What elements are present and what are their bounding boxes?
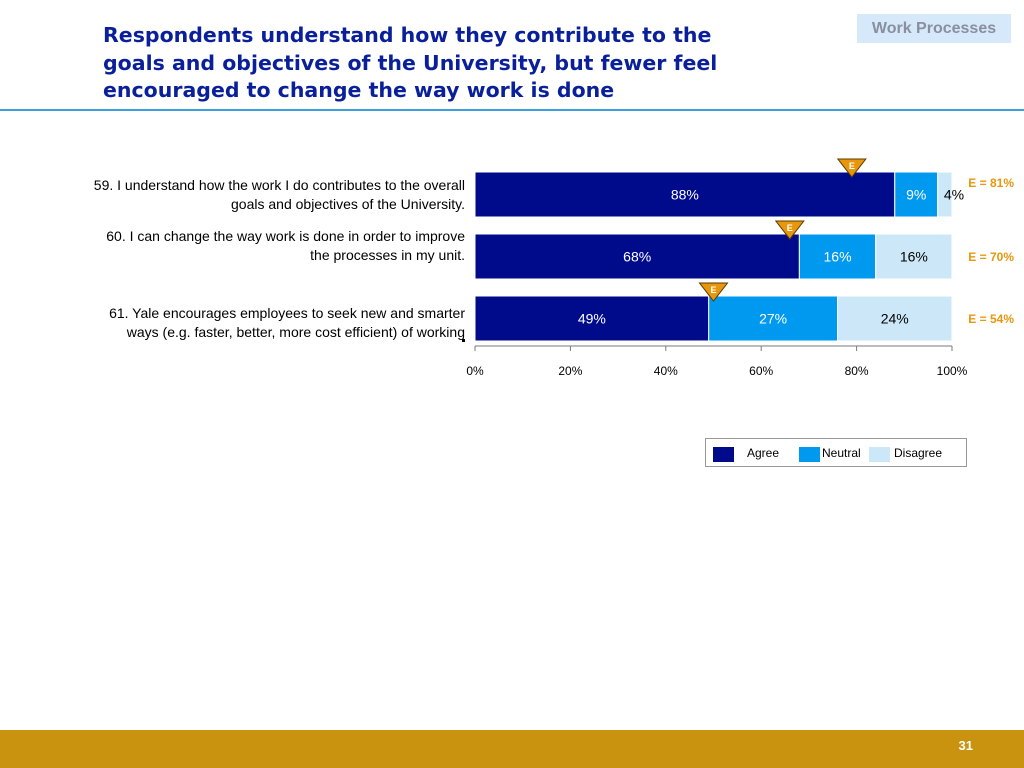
data-label-61-disagree: 24% [881,311,909,327]
footer-bar: 31 [0,730,1024,768]
data-label-60-agree: 68% [623,249,651,265]
bar-60-agree [474,233,800,280]
bar-60-neutral [798,233,877,280]
question-label-59: 59. I understand how the work I do contr… [65,176,465,214]
benchmark-marker-59 [836,158,867,178]
benchmark-marker-60 [774,220,805,240]
x-tick-label-0: 0% [466,364,484,378]
legend-label-neutral: Neutral [822,446,861,460]
page-number: 31 [958,738,973,753]
x-tick-label-60: 60% [749,364,773,378]
benchmark-marker-text-61: E [710,285,716,295]
page-title: Respondents understand how they contribu… [103,22,803,105]
title-line-3: encouraged to change the way work is don… [103,78,615,102]
section-tag: Work Processes [857,14,1011,43]
question-59-line-2: goals and objectives of the University. [231,196,465,212]
legend-swatch-disagree [869,447,890,462]
benchmark-label-59: E = 81% [968,176,1014,190]
title-line-2: goals and objectives of the University, … [103,50,718,75]
benchmark-marker-text-59: E [849,161,855,171]
data-label-60-disagree: 16% [900,249,928,265]
question-61-line-1: 61. Yale encourages employees to seek ne… [109,305,465,321]
question-60-line-1: 60. I can change the way work is done in… [106,228,465,244]
title-divider [0,109,1024,111]
question-60-line-2: the processes in my unit. [310,247,465,263]
legend-swatch-neutral [799,447,820,462]
x-tick-label-20: 20% [558,364,582,378]
x-tick-label-80: 80% [845,364,869,378]
benchmark-marker-text-60: E [787,223,793,233]
legend-label-disagree: Disagree [894,446,943,460]
benchmark-marker-61 [698,282,729,302]
bar-59-neutral [894,171,939,218]
data-label-61-agree: 49% [578,311,606,327]
question-59-line-1: 59. I understand how the work I do contr… [93,177,465,193]
benchmark-label-61: E = 54% [968,312,1014,326]
bar-59-agree [474,171,896,218]
x-tick-label-100: 100% [937,364,968,378]
data-label-59-agree: 88% [671,187,699,203]
question-label-61: 61. Yale encourages employees to seek ne… [65,304,465,342]
benchmark-label-60: E = 70% [968,250,1014,264]
legend: Agree Neutral Disagree [705,438,967,467]
data-label-60-neutral: 16% [824,249,852,265]
data-label-61-neutral: 27% [759,311,787,327]
legend-label-agree: Agree [747,446,780,460]
data-label-59-disagree: 4% [944,187,964,203]
bullet-dot [462,339,465,342]
bar-60-disagree [875,233,953,280]
bar-61-agree [474,295,710,342]
data-label-59-neutral: 9% [906,187,926,203]
x-tick-label-40: 40% [654,364,678,378]
legend-swatch-agree [713,447,734,462]
question-61-line-2: ways (e.g. faster, better, more cost eff… [126,324,465,340]
bar-61-neutral [708,295,839,342]
bar-59-disagree [937,171,953,218]
bar-61-disagree [837,295,953,342]
question-label-60: 60. I can change the way work is done in… [65,227,465,265]
title-line-1: Respondents understand how they contribu… [103,23,712,47]
